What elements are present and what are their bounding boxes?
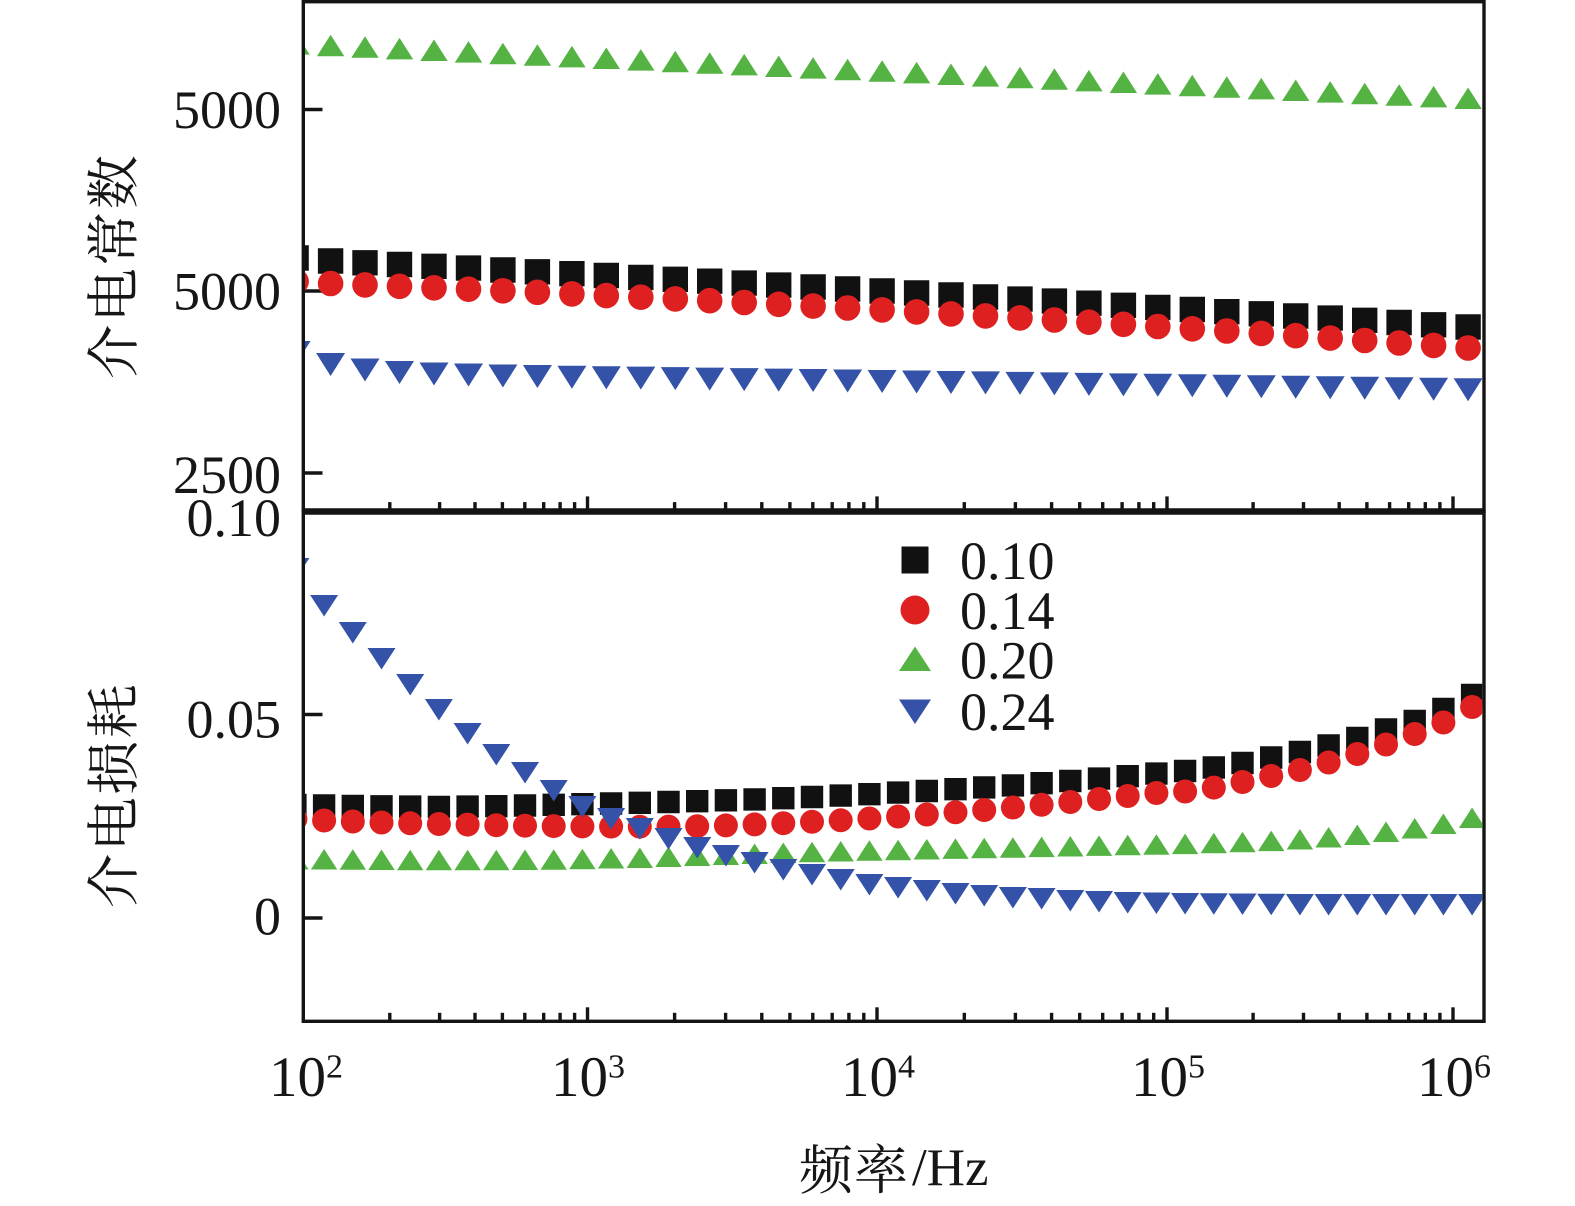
svg-text:/Hz: /Hz: [912, 1139, 989, 1197]
svg-text:0.05: 0.05: [187, 689, 282, 749]
svg-text:0.10: 0.10: [960, 531, 1055, 591]
svg-text:0: 0: [254, 886, 281, 946]
svg-text:5000: 5000: [173, 80, 281, 140]
svg-text:106: 106: [1417, 1046, 1491, 1109]
svg-text:0.10: 0.10: [187, 488, 282, 548]
svg-text:2500: 2500: [173, 445, 281, 505]
svg-text:0.20: 0.20: [960, 631, 1055, 691]
svg-text:0.24: 0.24: [960, 682, 1055, 742]
svg-text:0.14: 0.14: [960, 581, 1055, 641]
svg-text:5000: 5000: [173, 262, 281, 322]
